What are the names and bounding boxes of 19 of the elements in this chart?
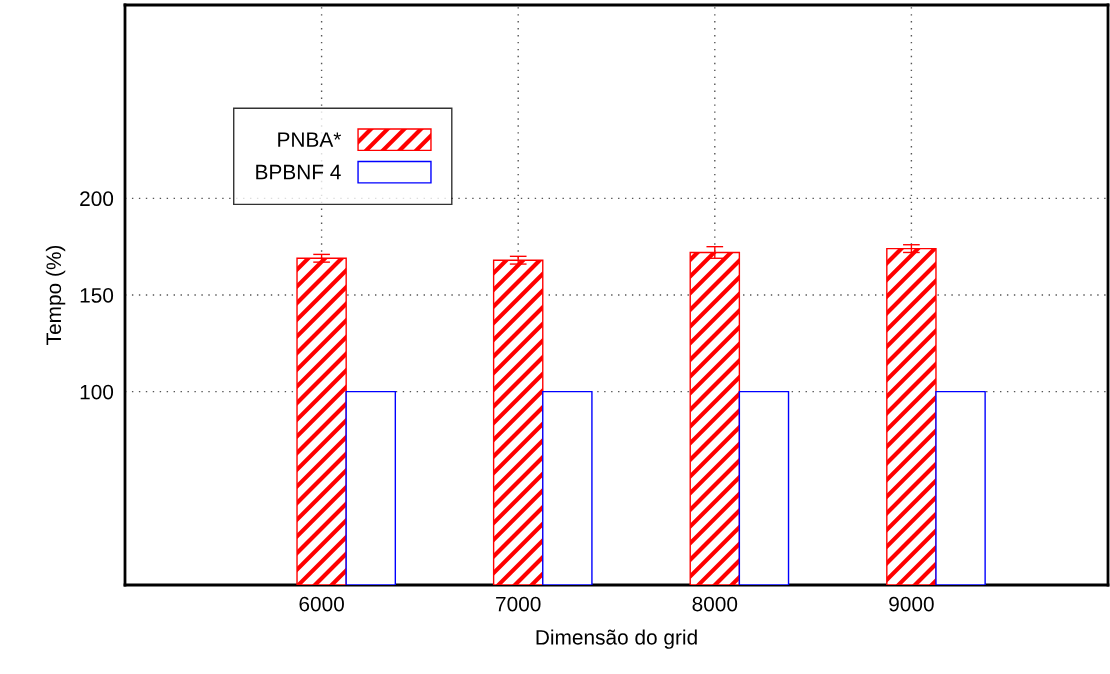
x-tick-label: 7000	[496, 596, 541, 612]
x-tick-label: 6000	[299, 596, 344, 612]
y-tick-label: 200	[80, 191, 114, 207]
x-axis-title: Dimensão do grid	[536, 629, 697, 649]
x-tick-label: 8000	[692, 596, 738, 612]
y-tick-label: 100	[80, 384, 114, 400]
bar	[542, 390, 593, 585]
bar	[886, 247, 937, 585]
x-tick-label: 9000	[889, 596, 934, 612]
y-axis-title: Tempo (%)	[45, 245, 66, 345]
bar	[689, 251, 741, 585]
bar	[492, 259, 544, 585]
bar	[296, 257, 347, 585]
bar	[935, 390, 986, 585]
bar	[738, 390, 790, 585]
bar	[345, 390, 397, 585]
y-tick-label: 150	[80, 288, 114, 303]
legend-label: PNBA*	[278, 132, 342, 147]
legend-label: BPBNF 4	[256, 164, 341, 180]
